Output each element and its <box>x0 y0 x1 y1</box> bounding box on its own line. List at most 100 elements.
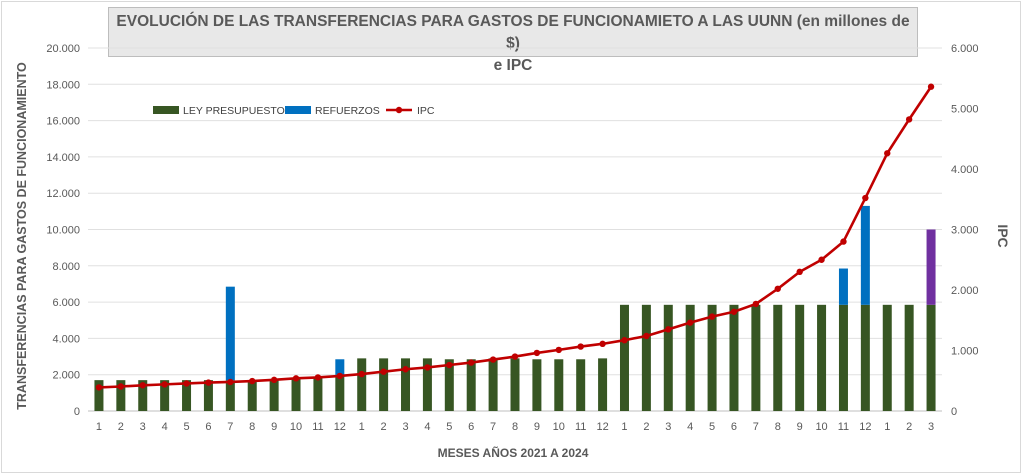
x-tick-label: 1 <box>884 421 890 433</box>
ipc-point <box>292 375 300 382</box>
bar-extra <box>926 229 936 305</box>
bar-ley-presupuesto <box>838 304 848 411</box>
bar-ley-presupuesto <box>532 359 542 411</box>
bar-ley-presupuesto <box>598 358 608 411</box>
legend-swatch-refuerzos <box>285 106 311 114</box>
ipc-point <box>161 381 168 388</box>
ipc-point <box>774 285 781 292</box>
bar-ley-presupuesto <box>619 304 629 411</box>
ipc-point <box>270 376 278 384</box>
x-tick-label: 6 <box>468 421 474 433</box>
ipc-point <box>862 194 869 202</box>
ipc-point <box>927 83 935 90</box>
ipc-point <box>840 238 847 245</box>
ipc-point <box>424 364 431 371</box>
bar-ley-presupuesto <box>466 359 476 411</box>
ipc-point <box>599 340 606 348</box>
x-tick-label: 5 <box>446 421 452 433</box>
ipc-line <box>95 83 935 391</box>
bar-ley-presupuesto <box>729 304 739 411</box>
y-tick-label: 14.000 <box>46 152 80 164</box>
y-tick-label: 2.000 <box>52 370 80 382</box>
bar-ley-presupuesto <box>203 380 213 411</box>
ipc-point <box>95 384 103 391</box>
ipc-point <box>468 359 475 366</box>
y2-axis-ticks: 0 1.000 2.000 3.000 4.000 5.000 6.000 <box>951 43 979 418</box>
legend-label-ley: LEY PRESUPUESTO <box>183 105 285 117</box>
bar-ley-presupuesto <box>685 304 695 411</box>
x-tick-label: 6 <box>205 421 211 433</box>
x-tick-label: 2 <box>118 421 124 433</box>
ipc-point <box>489 356 497 363</box>
bar-ley-presupuesto <box>817 304 827 411</box>
x-tick-label: 1 <box>96 421 102 433</box>
ipc-point <box>796 268 803 276</box>
x-tick-label: 11 <box>312 421 323 433</box>
x-axis-title: MESES AÑOS 2021 A 2024 <box>438 445 589 460</box>
x-tick-label: 2 <box>381 421 387 433</box>
x-tick-label: 11 <box>575 421 586 433</box>
x-tick-label: 9 <box>534 421 540 433</box>
ipc-point <box>402 366 409 373</box>
bar-refuerzos <box>335 359 345 375</box>
x-tick-label: 3 <box>402 421 408 433</box>
bar-ley-presupuesto <box>663 304 673 411</box>
bar-ley-presupuesto <box>422 358 432 411</box>
x-tick-label: 12 <box>859 421 871 433</box>
bar-ley-presupuesto <box>379 358 389 411</box>
y-tick-label: 18.000 <box>46 79 80 91</box>
y-tick-label: 4.000 <box>52 333 80 345</box>
bar-ley-presupuesto <box>795 304 805 411</box>
bar-ley-presupuesto <box>401 358 411 411</box>
ipc-point <box>139 382 146 389</box>
x-tick-label: 4 <box>687 421 693 433</box>
x-tick-label: 4 <box>162 421 168 433</box>
bar-ley-presupuesto <box>94 380 104 411</box>
bar-ley-presupuesto <box>138 380 148 411</box>
bar-refuerzos <box>225 286 235 381</box>
y2-tick-label: 1.000 <box>951 346 979 358</box>
ipc-point <box>905 116 913 123</box>
y2-tick-label: 5.000 <box>951 104 979 116</box>
ipc-point <box>577 343 584 350</box>
ipc-point <box>665 326 672 333</box>
ipc-point <box>555 346 562 354</box>
y-tick-label: 12.000 <box>46 188 80 200</box>
x-tick-label: 7 <box>227 421 233 433</box>
y2-tick-label: 0 <box>951 406 957 418</box>
y-axis-ticks: 0 2.000 4.000 6.000 8.000 10.000 12.000 14.000 1… <box>46 43 80 418</box>
ipc-point <box>249 377 256 385</box>
ipc-point <box>446 361 453 369</box>
ipc-point <box>730 308 738 315</box>
ipc-point <box>752 300 760 308</box>
x-tick-label: 2 <box>643 421 649 433</box>
y-tick-label: 8.000 <box>52 261 80 273</box>
y2-tick-label: 3.000 <box>951 225 979 237</box>
ipc-point <box>686 319 694 326</box>
bar-ley-presupuesto <box>335 374 345 411</box>
y-tick-label: 10.000 <box>46 225 80 237</box>
x-tick-label: 1 <box>359 421 365 433</box>
ipc-point <box>511 353 519 360</box>
x-tick-label: 10 <box>553 421 565 433</box>
bar-ley-presupuesto <box>160 380 170 411</box>
legend-label-ipc: IPC <box>417 105 435 117</box>
bar-ley-presupuesto <box>182 380 192 411</box>
legend-swatch-ley <box>153 106 179 114</box>
ipc-line-path <box>98 85 933 389</box>
bar-ley-presupuesto <box>773 304 783 411</box>
bar-ley-presupuesto <box>751 304 761 411</box>
x-tick-label: 5 <box>709 421 715 433</box>
ipc-point <box>621 337 628 344</box>
legend-swatch-ipc-marker <box>395 106 403 114</box>
bar-ley-presupuesto <box>926 304 936 411</box>
bar-ley-presupuesto <box>116 380 126 411</box>
y-tick-label: 0 <box>74 406 80 418</box>
ipc-point <box>336 372 344 380</box>
x-tick-label: 3 <box>140 421 146 433</box>
x-tick-label: 10 <box>815 421 827 433</box>
bar-ley-presupuesto <box>291 378 301 411</box>
chart-title-box: EVOLUCIÓN DE LAS TRANSFERENCIAS PARA GAS… <box>108 7 918 74</box>
y2-tick-label: 6.000 <box>951 43 979 55</box>
